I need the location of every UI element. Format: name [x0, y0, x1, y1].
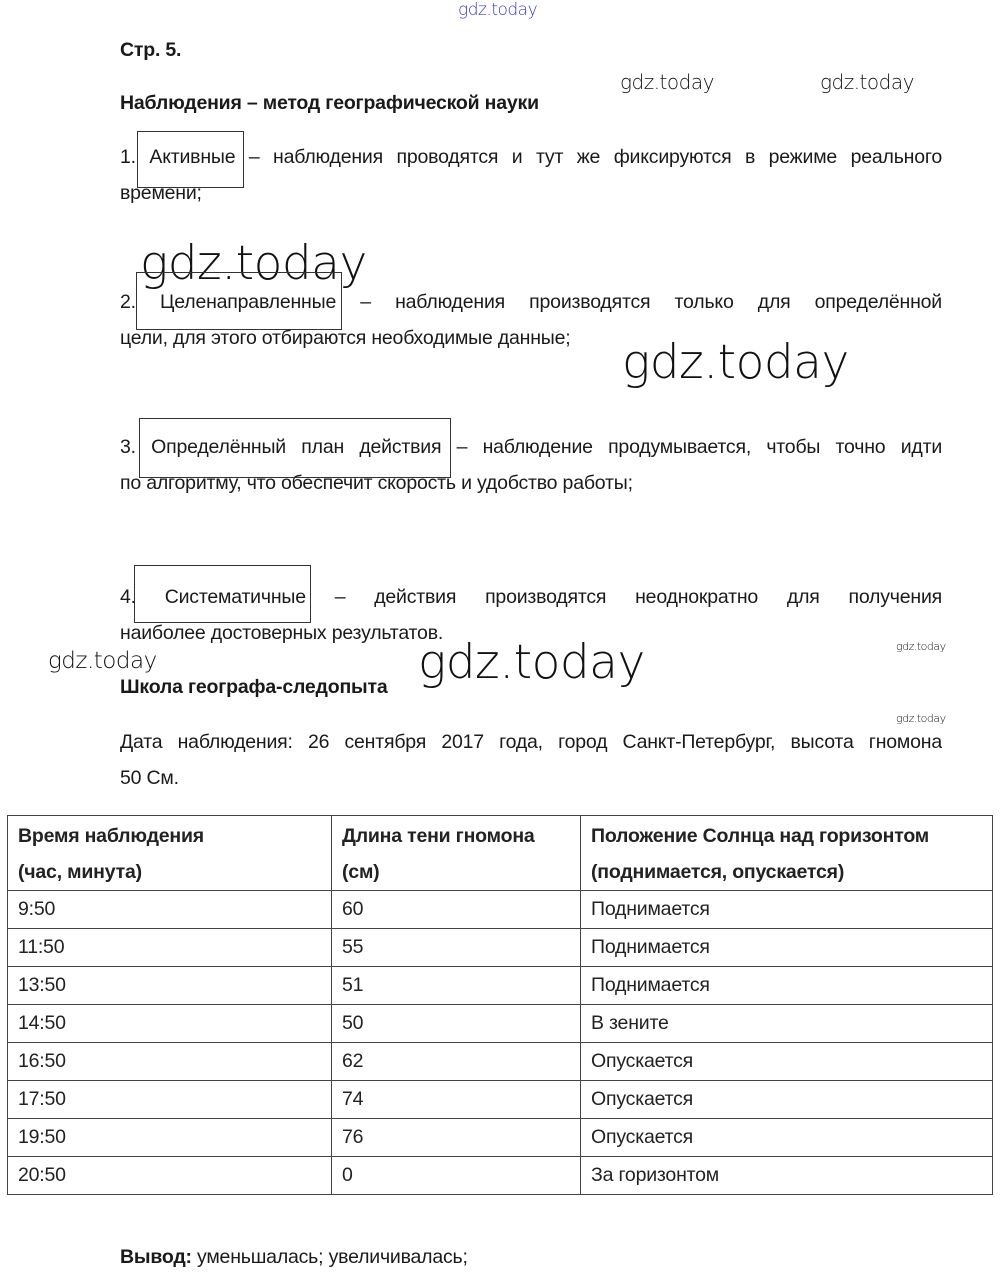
table-cell: 11:50: [7, 928, 332, 967]
answer: Активные: [149, 146, 236, 168]
table-header-row: Время наблюдения (час, минута) Длина тени…: [7, 815, 993, 891]
table-cell: 60: [331, 890, 581, 929]
answer-box: [136, 272, 342, 330]
table-cell: 14:50: [7, 1004, 332, 1043]
answer: Целенаправленные: [160, 291, 337, 313]
table-cell: Поднимается: [580, 890, 993, 929]
table-cell: 50: [331, 1004, 581, 1043]
table-row: 20:50 0 За горизонтом: [7, 1156, 993, 1195]
table-cell: Поднимается: [580, 966, 993, 1005]
list-item: 1. Активные – наблюдения проводятся и ту…: [120, 146, 942, 204]
answer-box: [134, 565, 311, 623]
table-row: 11:50 55 Поднимается: [7, 928, 993, 967]
watermark: gdz.today: [418, 635, 645, 690]
table-row: 14:50 50 В зените: [7, 1004, 993, 1043]
observation-table: Время наблюдения (час, минута) Длина тени…: [7, 815, 993, 1195]
section-heading: Школа географа-следопыта: [120, 676, 388, 698]
table-cell: В зените: [580, 1004, 993, 1043]
table-row: 17:50 74 Опускается: [7, 1080, 993, 1119]
page-label: Стр. 5.: [120, 39, 182, 61]
answer: Определённый план действия: [151, 436, 442, 458]
watermark: gdz.today: [896, 640, 946, 653]
watermark: gdz.today: [48, 648, 157, 674]
watermark: gdz.today: [820, 70, 914, 94]
table-cell: 55: [331, 928, 581, 967]
table-cell: Опускается: [580, 1118, 993, 1157]
table-cell: 9:50: [7, 890, 332, 929]
table-cell: 74: [331, 1080, 581, 1119]
watermark: gdz.today: [620, 70, 714, 94]
table-cell: Опускается: [580, 1080, 993, 1119]
table-row: 13:50 51 Поднимается: [7, 966, 993, 1005]
answer: Систематичные: [164, 586, 306, 608]
table-cell: 13:50: [7, 966, 332, 1005]
list-item: 2. Целенаправленные – наблюдения произво…: [120, 291, 942, 349]
watermark: gdz.today: [140, 236, 367, 291]
table-row: 19:50 76 Опускается: [7, 1118, 993, 1157]
table-cell: 0: [331, 1156, 581, 1195]
list-item: 4. Систематичные – действия производятся…: [120, 586, 942, 644]
table-cell: 51: [331, 966, 581, 1005]
conclusion: Вывод: уменьшалась; увеличивалась;: [120, 1246, 468, 1268]
watermark: gdz.today: [458, 0, 538, 20]
watermark: gdz.today: [622, 335, 849, 390]
table-cell: 76: [331, 1118, 581, 1157]
table-cell: За горизонтом: [580, 1156, 993, 1195]
watermark: gdz.today: [896, 712, 946, 725]
table-cell: 17:50: [7, 1080, 332, 1119]
column-header: Время наблюдения (час, минута): [7, 815, 332, 891]
column-header: Длина тени гномона (см): [331, 815, 581, 891]
table-cell: Поднимается: [580, 928, 993, 967]
table-cell: 19:50: [7, 1118, 332, 1157]
answer-box: [137, 131, 244, 188]
section-heading: Наблюдения – метод географической науки: [120, 92, 539, 114]
table-cell: 16:50: [7, 1042, 332, 1081]
table-row: 9:50 60 Поднимается: [7, 890, 993, 929]
table-row: 16:50 62 Опускается: [7, 1042, 993, 1081]
observation-info: Дата наблюдения: 26 сентября 2017 года, …: [120, 731, 942, 789]
list-item: 3. Определённый план действия – наблюден…: [120, 436, 942, 494]
answer-box: [139, 418, 451, 478]
table-cell: 62: [331, 1042, 581, 1081]
table-cell: Опускается: [580, 1042, 993, 1081]
column-header: Положение Солнца над горизонтом (поднимае…: [580, 815, 993, 891]
table-cell: 20:50: [7, 1156, 332, 1195]
